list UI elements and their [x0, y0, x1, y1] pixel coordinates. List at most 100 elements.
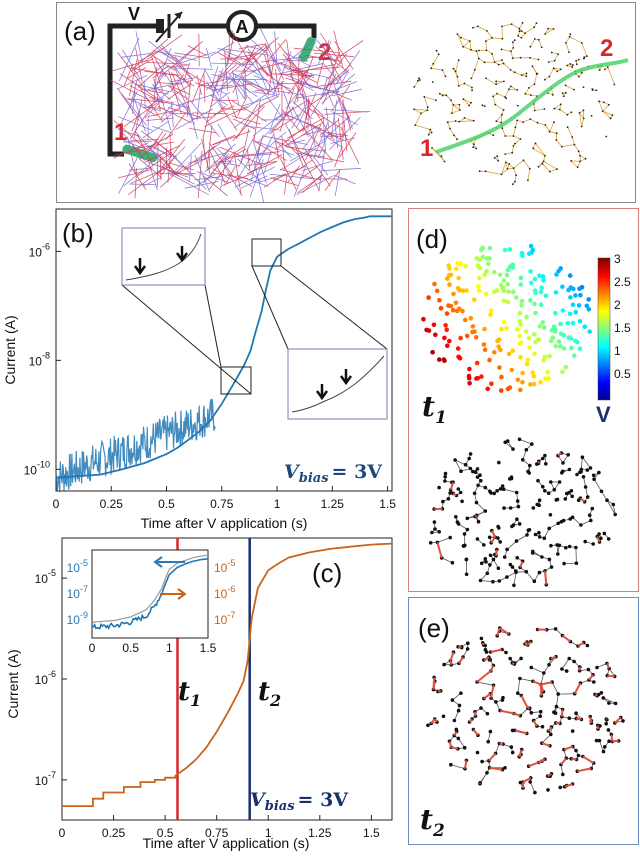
- voltage-node: [451, 292, 456, 297]
- graph-node: [426, 724, 430, 728]
- graph-node: [497, 566, 501, 570]
- graph-node: [556, 498, 560, 502]
- graph-node: [491, 37, 493, 39]
- graph-node: [491, 580, 495, 584]
- graph-node: [433, 520, 437, 524]
- voltage-node: [553, 327, 558, 332]
- graph-node: [451, 561, 455, 565]
- graph-node: [530, 442, 534, 446]
- voltage-node: [509, 368, 514, 373]
- graph-node: [462, 46, 464, 48]
- graph-node: [579, 112, 581, 114]
- graph-node: [543, 160, 545, 162]
- voltage-node: [586, 297, 591, 302]
- graph-node: [544, 155, 546, 157]
- voltage-node: [485, 387, 490, 392]
- graph-node: [429, 541, 433, 545]
- graph-node: [538, 714, 542, 718]
- graph-node: [505, 97, 507, 99]
- graph-node: [537, 531, 541, 535]
- graph-node: [492, 558, 496, 562]
- active-edge: [545, 571, 546, 585]
- voltage-node: [505, 282, 510, 287]
- graph-node: [447, 121, 449, 123]
- graph-node: [442, 663, 446, 667]
- voltage-node: [507, 352, 512, 357]
- graph-node: [511, 152, 513, 154]
- y-tick-label: 10-8: [29, 350, 50, 368]
- graph-node: [444, 472, 448, 476]
- graph-node: [494, 61, 496, 63]
- graph-node: [413, 108, 415, 110]
- graph-node: [600, 490, 604, 494]
- graph-node: [574, 749, 578, 753]
- graph-node: [463, 746, 467, 750]
- graph-node: [560, 520, 564, 524]
- graph-node: [553, 488, 557, 492]
- graph-node: [511, 565, 515, 569]
- ammeter-label: A: [236, 17, 249, 37]
- voltage-node: [571, 303, 576, 308]
- graph-node: [566, 65, 568, 67]
- voltage-node: [472, 329, 477, 334]
- active-edge: [562, 710, 563, 717]
- graph-node: [457, 709, 461, 713]
- inset-zoom-2: [288, 349, 387, 419]
- graph-node: [478, 50, 480, 52]
- graph-node: [435, 99, 437, 101]
- x-tick-label: 1.25: [308, 826, 332, 840]
- graph-node: [538, 571, 542, 575]
- graph-node: [602, 750, 606, 754]
- voltage-node: [483, 347, 488, 352]
- graph-node: [536, 479, 540, 483]
- voltage-node: [437, 298, 442, 303]
- graph-node: [512, 47, 514, 49]
- active-edge: [571, 759, 576, 760]
- nanowire: [123, 142, 151, 143]
- voltage-node: [499, 327, 504, 332]
- active-edge: [434, 681, 435, 689]
- voltage-node: [435, 289, 440, 294]
- graph-node: [596, 90, 598, 92]
- graph-node: [503, 109, 505, 111]
- graph-node: [538, 498, 542, 502]
- graph-node: [502, 487, 506, 491]
- voltage-node: [505, 273, 510, 278]
- graph-node: [556, 168, 558, 170]
- voltage-node: [479, 248, 484, 253]
- graph-node: [613, 513, 617, 517]
- graph-node: [612, 114, 614, 116]
- graph-node: [560, 667, 564, 671]
- graph-node: [541, 457, 545, 461]
- graph-node: [532, 506, 536, 510]
- graph-node: [589, 519, 593, 523]
- graph-node: [549, 171, 551, 173]
- voltage-node: [432, 323, 437, 328]
- graph-node: [539, 710, 543, 714]
- graph-node: [476, 467, 480, 471]
- graph-node: [496, 120, 498, 122]
- graph-node: [472, 27, 474, 29]
- voltage-node: [445, 311, 450, 316]
- graph-node: [429, 129, 431, 131]
- graph-node: [551, 52, 553, 54]
- voltage-node: [499, 388, 504, 393]
- graph-node: [586, 644, 590, 648]
- x-tick-label: 0.5: [158, 497, 175, 511]
- voltage-node: [568, 273, 573, 278]
- graph-node: [463, 98, 465, 100]
- graph-node: [532, 65, 534, 67]
- graph-node: [470, 49, 472, 51]
- graph-node: [533, 791, 537, 795]
- graph-node: [540, 555, 544, 559]
- graph-node: [496, 93, 498, 95]
- graph-node: [479, 479, 483, 483]
- graph-node: [497, 526, 501, 530]
- graph-node: [565, 669, 569, 673]
- voltage-node: [469, 316, 474, 321]
- graph-node: [604, 69, 606, 71]
- graph-node: [442, 715, 446, 719]
- voltage-node: [488, 312, 493, 317]
- graph-node: [521, 74, 523, 76]
- graph-node: [515, 539, 519, 543]
